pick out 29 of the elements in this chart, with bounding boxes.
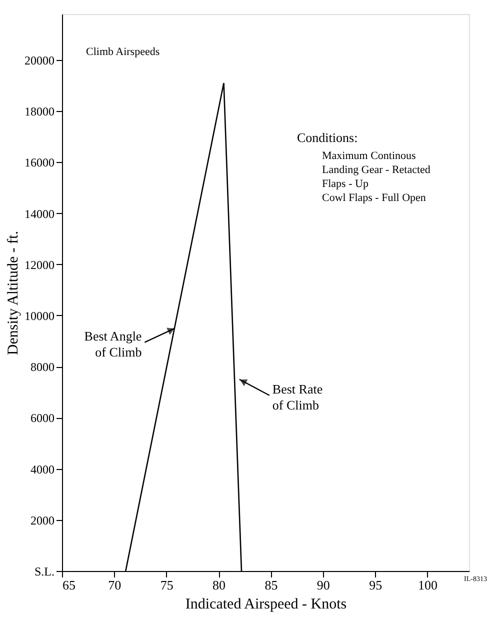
x-tick-label: 85 <box>264 578 278 592</box>
annotation: Conditions: <box>297 130 358 145</box>
text: Climb Airspeeds <box>86 46 160 58</box>
y-tick-label: 14000 <box>24 206 54 221</box>
x-tick-label: 75 <box>160 578 174 592</box>
y-tick-label: 6000 <box>30 411 54 426</box>
y-tick-label: 12000 <box>24 258 54 272</box>
x-tick-label: 95 <box>369 578 382 592</box>
x-axis-title: Indicated Airspeed - Knots <box>185 596 347 612</box>
x-tick-label: 70 <box>108 578 122 592</box>
annotation: Best Angle of Climb <box>84 328 142 360</box>
annotation: Cowl Flaps - Full Open <box>322 192 426 204</box>
x-tick-label: 90 <box>316 578 330 592</box>
y-tick-label: 20000 <box>24 53 54 68</box>
y-tick-label: 18000 <box>24 104 54 119</box>
y-tick-label: 16000 <box>24 156 54 170</box>
annotation: Maximum Continous <box>322 150 416 162</box>
x-tick-label: 65 <box>62 578 76 592</box>
y-tick-label: 10000 <box>24 308 54 323</box>
y-tick-label: 2000 <box>30 513 54 528</box>
y-tick-label: 4000 <box>30 462 54 476</box>
annotation: Flaps - Up <box>322 178 369 190</box>
y-tick-label: 8000 <box>30 360 54 374</box>
annotation: Best Rate of Climb <box>272 381 323 412</box>
annotation: Landing Gear - Retacted <box>322 164 431 176</box>
x-tick-label: 100 <box>418 578 438 592</box>
y-tick-label: S.L. <box>34 564 54 578</box>
x-tick-label: 80 <box>212 578 226 592</box>
y-axis-title: Density Altitude - ft. <box>6 230 22 356</box>
